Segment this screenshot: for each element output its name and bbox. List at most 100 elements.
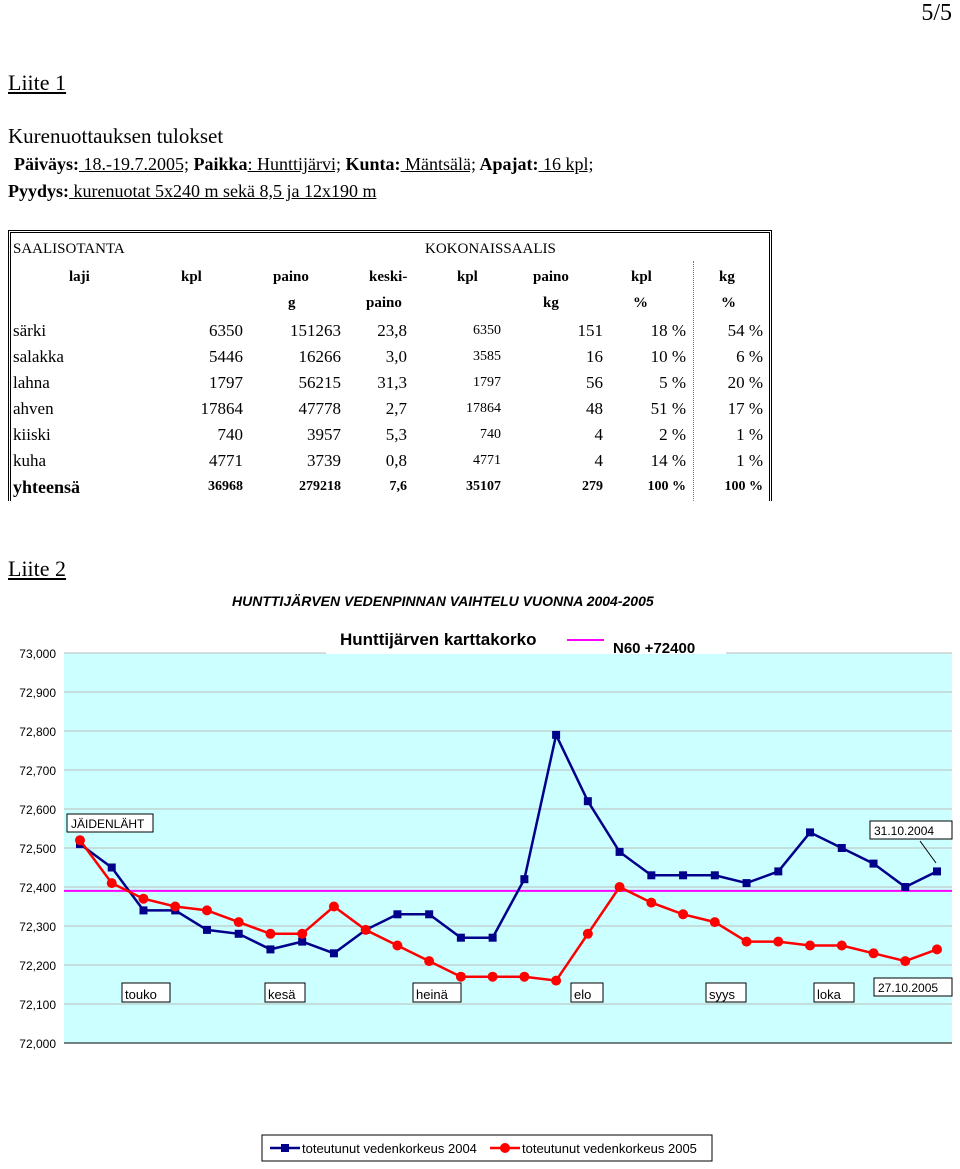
hauls-label: Apajat: [476, 154, 539, 174]
y-tick-label: 72,000 [19, 1037, 56, 1051]
page-number: 5/5 [921, 0, 952, 26]
table-cell: 4771 [209, 451, 243, 470]
data-point-2005 [392, 940, 403, 951]
y-tick-label: 72,600 [19, 803, 56, 817]
table-cell: 17 % [727, 399, 763, 418]
gear-label: Pyydys: [8, 181, 70, 201]
data-point-2004 [552, 730, 561, 739]
data-point-2005 [773, 936, 784, 947]
table-cell: 151263 [290, 321, 341, 340]
month-label-box [813, 982, 855, 1003]
y-tick-label: 72,400 [19, 881, 56, 895]
legend-marker [281, 1144, 289, 1152]
month-label: loka [817, 987, 842, 1002]
column-header-unit: % [721, 295, 736, 311]
place-label: Paikka [189, 154, 248, 174]
column-header-unit: % [633, 295, 648, 311]
table-cell: 48 [586, 399, 603, 418]
table-cell: 56215 [298, 373, 342, 392]
column-header: kpl [631, 269, 652, 285]
catch-table: SAALISOTANTA KOKONAISSAALIS laji kpl paino… [8, 230, 772, 501]
table-cell: 1797 [473, 375, 501, 390]
data-point-2005 [106, 878, 117, 889]
table-cell: 17864 [466, 401, 501, 416]
month-label-box [705, 982, 747, 1003]
annotation-ice-out: JÄIDENLÄHT [71, 817, 145, 831]
table-cell: 3585 [473, 349, 501, 364]
data-point-2005 [741, 936, 752, 947]
appendix1-title: Liite 1 [8, 70, 67, 95]
table-cell: 23,8 [377, 321, 407, 340]
total-cell: 7,6 [389, 479, 408, 494]
table-cell: 18 % [650, 321, 686, 340]
gear-value: kurenuotat 5x240 m sekä 8,5 ja 12x190 m [69, 181, 377, 201]
y-tick-label: 72,500 [19, 842, 56, 856]
data-point-2005 [297, 928, 308, 939]
chart-title: HUNTTIJÄRVEN VEDENPINNAN VAIHTELU VUONNA… [232, 593, 654, 609]
table-cell: 4 [594, 425, 604, 444]
table-cell: 1797 [209, 373, 243, 392]
data-point-2004 [710, 871, 719, 880]
month-label-box [570, 982, 604, 1003]
y-tick-label: 72,900 [19, 686, 56, 700]
place-value: : Hunttijärvi; [247, 154, 342, 174]
species-label: ahven [13, 399, 54, 418]
month-label: elo [574, 987, 591, 1002]
table-cell: 2 % [659, 425, 686, 444]
annotation-date-2004-box [869, 820, 953, 840]
appendix1-subtitle: Kurenuottauksen tulokset [8, 124, 224, 148]
table-cell: 10 % [650, 347, 686, 366]
species-label: särki [13, 321, 47, 340]
month-label-box [412, 982, 462, 1003]
column-header: kg [719, 269, 735, 285]
annotation-ice-out-box [66, 813, 154, 833]
appendix2-title: Liite 2 [8, 556, 67, 581]
data-point-2004 [615, 847, 624, 856]
table-cell: 6350 [473, 323, 501, 338]
month-label: heinä [416, 987, 449, 1002]
hauls-value: 16 kpl; [538, 154, 594, 174]
data-point-2005 [487, 971, 498, 982]
y-axis: 73,000 72,900 72,800 72,700 72,600 72,500 72,4… [19, 647, 952, 1051]
data-point-2004 [202, 925, 211, 934]
data-point-2005 [455, 971, 466, 982]
annotation-date-2004: 31.10.2004 [874, 824, 934, 838]
table-cell: 2,7 [385, 399, 407, 418]
data-point-2004 [488, 933, 497, 942]
table-cell: 54 % [727, 321, 763, 340]
legend-label: toteutunut vedenkorkeus 2005 [522, 1141, 697, 1156]
municipality-label: Kunta: [341, 154, 401, 174]
table-cell: 3957 [307, 425, 341, 444]
meta-line-2: Pyydys: kurenuotat 5x240 m sekä 8,5 ja 1… [8, 177, 376, 205]
table-cell: 56 [586, 373, 603, 392]
y-tick-label: 73,000 [19, 647, 56, 661]
meta-line-1: Päiväys: 18.-19.7.2005; Paikka: Hunttijä… [14, 150, 594, 178]
month-label: touko [125, 987, 157, 1002]
group-header-total: KOKONAISSAALIS [425, 241, 556, 257]
total-cell: 279218 [299, 479, 341, 494]
data-point-2005 [424, 956, 435, 967]
data-point-2004 [647, 871, 656, 880]
data-point-2004 [583, 797, 592, 806]
total-cell: 100 % [724, 479, 764, 494]
data-point-2005 [900, 956, 911, 967]
group-header-sampling: SAALISOTANTA [13, 241, 125, 257]
data-point-2005 [805, 940, 816, 951]
series-line-2 [78, 839, 938, 982]
municipality-value: Mäntsälä; [400, 154, 477, 174]
data-point-2005 [836, 940, 847, 951]
data-point-2005 [233, 917, 244, 928]
annotation-arrow [919, 840, 937, 864]
data-point-2004 [298, 937, 307, 946]
total-cell: 279 [582, 479, 603, 494]
species-label: kuha [13, 451, 47, 470]
legend: toteutunut vedenkorkeus 2004 toteutunut v… [261, 1134, 713, 1162]
y-tick-label: 72,200 [19, 959, 56, 973]
data-point-2005 [201, 905, 212, 916]
column-header-unit: kg [543, 295, 559, 311]
table-cell: 17864 [200, 399, 244, 418]
data-point-2004 [234, 929, 243, 938]
total-row-label: yhteensä [13, 477, 80, 497]
data-point-2005 [614, 882, 625, 892]
table-cell: 1 % [736, 451, 763, 470]
